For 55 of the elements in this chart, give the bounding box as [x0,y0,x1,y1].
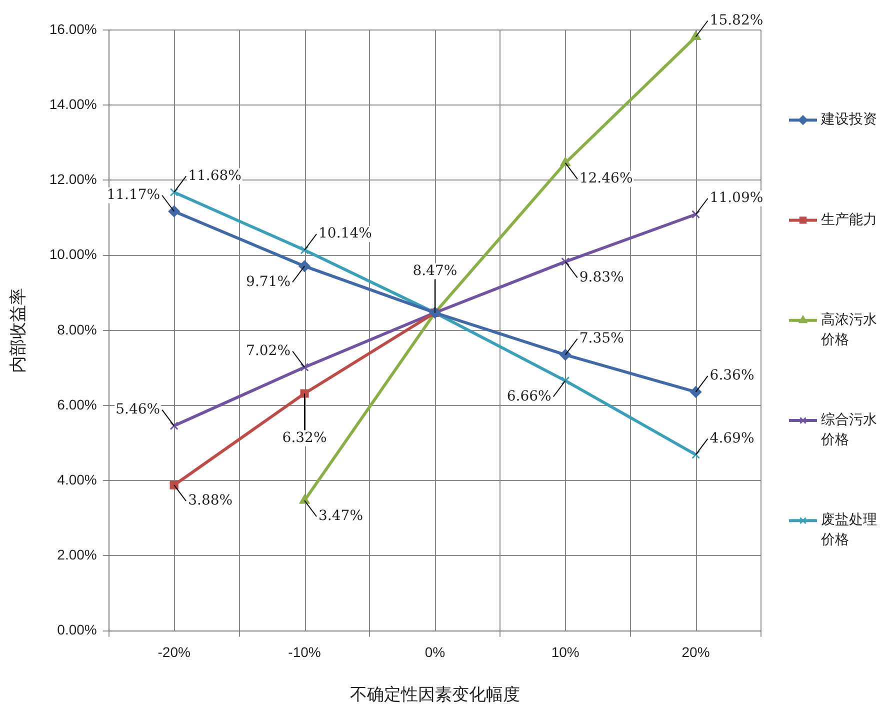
point [561,257,570,266]
data-label: 9.71% [246,274,291,290]
data-label: 6.36% [710,368,754,384]
y-tick-label: 14.00% [49,96,97,112]
point [168,206,180,218]
legend-label: 生产能力 [821,212,877,228]
point [299,494,310,504]
data-label: 6.66% [506,388,552,404]
x-tick-label: -10% [288,644,321,660]
y-tick-label: 6.00% [57,396,97,412]
data-label: 10.14% [318,226,372,242]
legend-label: 高浓污水价格 [820,312,877,348]
x-axis-title: 不确定性因素变化幅度 [350,685,520,706]
point [560,349,572,361]
point [300,389,309,398]
data-label: 11.09% [710,190,764,206]
data-label: 6.32% [282,430,327,446]
y-tick-label: 16.00% [49,20,97,37]
x-tick-label: 10% [551,644,580,660]
data-label: 5.46% [116,401,160,418]
y-tick-label: 0.00% [57,622,97,638]
point [170,421,178,430]
data-label: 11.17% [106,187,160,204]
data-label: 11.68% [188,168,242,184]
y-axis-title: 内部收益率 [8,288,29,373]
point [692,450,700,459]
point [561,376,570,386]
y-tick-label: 8.00% [57,321,97,338]
x-tick-label: -20% [158,644,190,660]
point [690,31,701,40]
data-label: 7.35% [579,330,624,346]
data-label: 3.47% [318,508,363,524]
y-tick-label: 12.00% [49,171,97,188]
x-tick-label: 0% [424,644,446,660]
y-tick-label: 2.00% [57,546,97,563]
legend-label: 综合污水价格 [820,412,877,448]
data-label: 9.83% [579,269,624,286]
point [692,210,700,219]
data-label: 8.47% [412,262,458,279]
point [690,386,702,398]
y-tick-label: 10.00% [49,246,97,262]
point [170,188,178,196]
x-tick-label: 20% [682,644,710,660]
data-label: 4.69% [710,430,754,446]
legend-label: 废盐处理价格 [820,512,877,548]
y-tick-label: 4.00% [57,471,97,488]
legend-label: 建设投资 [820,112,877,128]
data-label: 7.02% [246,342,291,359]
data-label: 3.88% [188,492,233,509]
point [300,362,309,372]
data-label: 15.82% [710,12,764,28]
data-label: 12.46% [579,170,633,187]
point [298,260,310,272]
point [300,246,309,254]
point [560,157,570,166]
